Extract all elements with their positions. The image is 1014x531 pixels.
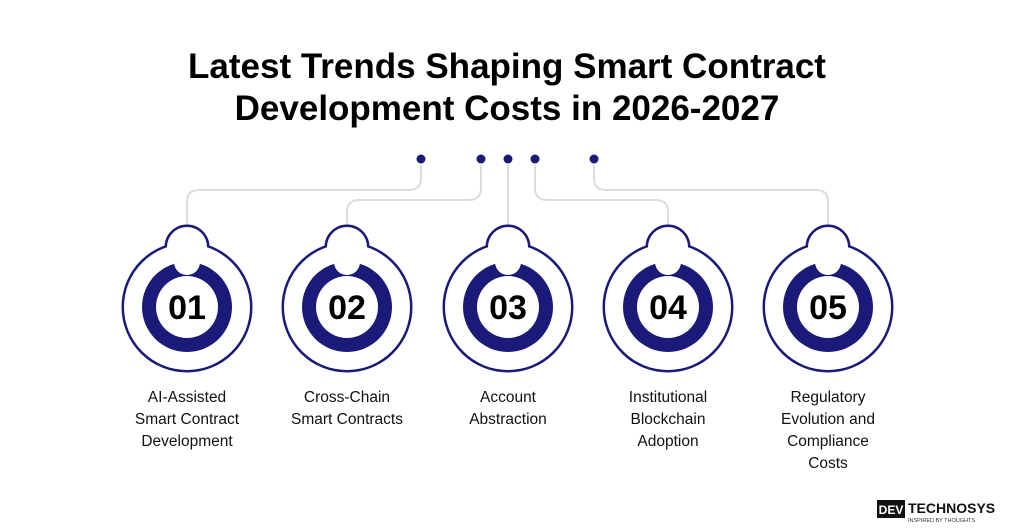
- trend-item: 01 AI-Assisted Smart Contract Development: [121, 154, 426, 450]
- inner-core: [477, 276, 539, 338]
- connectors: [186, 165, 829, 228]
- logo-box: [877, 500, 905, 518]
- connector: [346, 165, 482, 228]
- item-label: Smart Contracts: [291, 411, 403, 428]
- logo-right: TECHNOSYS: [908, 500, 995, 516]
- item-label: Cross-Chain: [304, 389, 390, 406]
- logo: DEV TECHNOSYS INSPIRED BY THOUGHTS: [877, 500, 995, 524]
- trend-item: 03 Account Abstraction: [442, 154, 574, 428]
- item-number: 05: [809, 289, 847, 327]
- dot: [589, 154, 599, 164]
- connector: [186, 165, 422, 228]
- item-number: 03: [489, 289, 527, 327]
- item-label: Adoption: [637, 433, 698, 450]
- inner-notch: [174, 249, 200, 275]
- dot: [476, 154, 486, 164]
- inner-notch: [334, 249, 360, 275]
- item-number: 04: [649, 289, 687, 327]
- inner-core: [156, 276, 218, 338]
- dot: [530, 154, 540, 164]
- item-label: Regulatory: [791, 389, 866, 406]
- item-label: AI-Assisted: [148, 389, 226, 406]
- dot: [503, 154, 513, 164]
- item-number: 01: [168, 289, 206, 327]
- inner-core: [637, 276, 699, 338]
- connector: [534, 165, 669, 228]
- trend-item: 05 Regulatory Evolution and Compliance Costs: [589, 154, 894, 472]
- inner-notch: [655, 249, 681, 275]
- connector: [593, 165, 829, 228]
- item-label: Abstraction: [469, 411, 547, 428]
- title-line: Development Costs in 2026-2027: [235, 89, 780, 128]
- trend-item: 04 Institutional Blockchain Adoption: [530, 154, 734, 450]
- title-line: Latest Trends Shaping Smart Contract: [188, 47, 826, 86]
- item-label: Development: [141, 433, 233, 450]
- item-label: Compliance: [787, 433, 869, 450]
- dot: [416, 154, 426, 164]
- item-label: Evolution and: [781, 411, 875, 428]
- item-label: Account: [480, 389, 537, 406]
- item-number: 02: [328, 289, 366, 327]
- inner-core: [797, 276, 859, 338]
- logo-tagline: INSPIRED BY THOUGHTS: [908, 518, 975, 524]
- logo-left: DEV: [879, 503, 904, 517]
- inner-notch: [495, 249, 521, 275]
- item-label: Institutional: [629, 389, 707, 406]
- item-label: Costs: [808, 455, 848, 472]
- inner-core: [316, 276, 378, 338]
- trend-item: 02 Cross-Chain Smart Contracts: [281, 154, 486, 428]
- item-label: Smart Contract: [135, 411, 240, 428]
- item-label: Blockchain: [631, 411, 706, 428]
- inner-notch: [815, 249, 841, 275]
